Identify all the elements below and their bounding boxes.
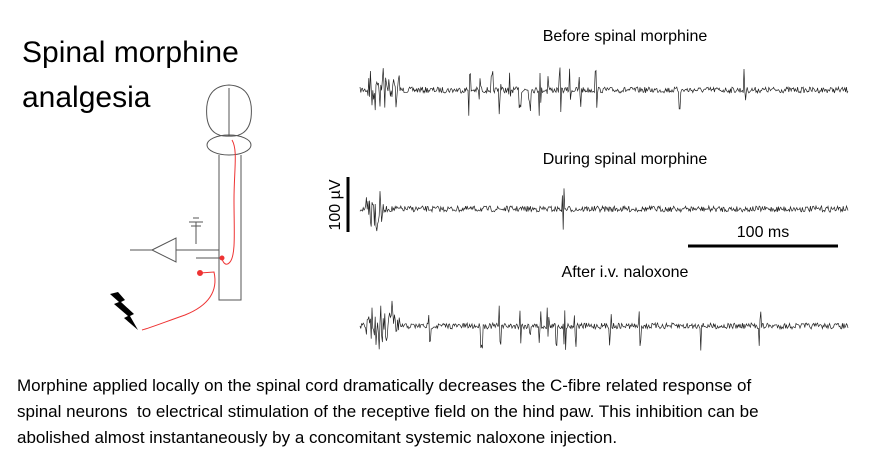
title-line: analgesia bbox=[22, 81, 151, 114]
traces bbox=[359, 67, 849, 351]
trace-label: During spinal morphine bbox=[543, 151, 708, 168]
trace-label: Before spinal morphine bbox=[543, 28, 708, 45]
rat-diagram bbox=[130, 84, 252, 301]
recording-trace bbox=[359, 67, 849, 116]
trace-label: After i.v. naloxone bbox=[562, 264, 689, 281]
recording-trace bbox=[359, 300, 849, 351]
nerve-fibre bbox=[141, 139, 236, 331]
caption-line: abolished almost instantaneously by a co… bbox=[17, 428, 617, 447]
time-scale-label: 100 ms bbox=[737, 224, 789, 241]
stimulus-icon bbox=[110, 292, 138, 330]
recording-trace bbox=[359, 188, 849, 232]
title-line: Spinal morphine bbox=[22, 36, 239, 69]
caption-line: spinal neurons to electrical stimulation… bbox=[17, 402, 759, 421]
voltage-scale-label: 100 µV bbox=[327, 179, 344, 230]
caption-line: Morphine applied locally on the spinal c… bbox=[17, 376, 752, 395]
